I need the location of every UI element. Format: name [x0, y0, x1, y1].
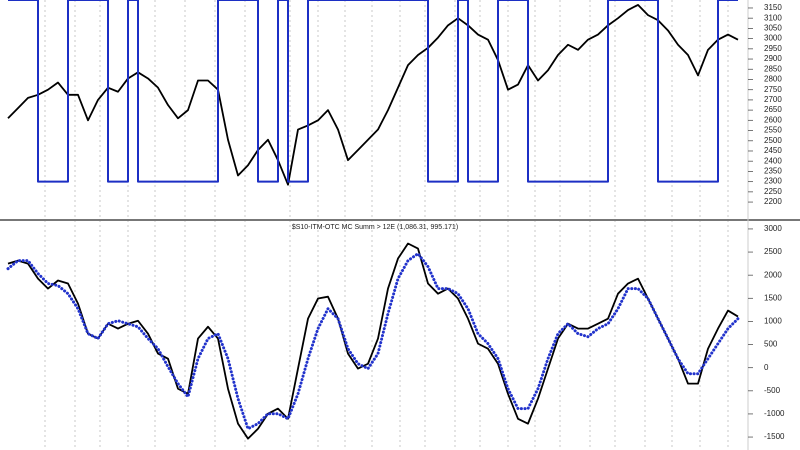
y-tick-label: 2600 [764, 115, 782, 124]
y-tick-label: 2300 [764, 177, 782, 186]
average-line [6, 252, 740, 431]
y-tick-label: 2900 [764, 54, 782, 63]
vertical-grid [44, 0, 729, 450]
y-tick-label: 0 [764, 363, 769, 372]
y-tick-label: 2250 [764, 187, 782, 196]
y-tick-label: 2850 [764, 64, 782, 73]
panel-title: $S10-ITM-OTC MC Summ > 12E (1,086.31, 99… [292, 224, 458, 231]
y-tick-label: 3150 [764, 3, 782, 12]
y-tick-label: 2000 [764, 270, 782, 279]
y-tick-label: 3050 [764, 24, 782, 33]
y-tick-label: 2400 [764, 156, 782, 165]
y-tick-label: 2500 [764, 136, 782, 145]
y-tick-label: 2550 [764, 126, 782, 135]
y-tick-label: 3000 [764, 224, 782, 233]
price-line [7, 4, 739, 186]
y-tick-label: -500 [764, 386, 781, 395]
y-tick-label: 2500 [764, 247, 782, 256]
y-tick-label: -1500 [764, 432, 785, 441]
y-tick-label: 2200 [764, 197, 782, 206]
y-tick-label: 2800 [764, 75, 782, 84]
y-tick-label: 3000 [764, 34, 782, 43]
y-tick-label: -1000 [764, 409, 785, 418]
y-tick-label: 2700 [764, 95, 782, 104]
y-tick-label: 2350 [764, 167, 782, 176]
y-tick-label: 2950 [764, 44, 782, 53]
y-tick-label: 2750 [764, 85, 782, 94]
y-tick-label: 1000 [764, 317, 782, 326]
y-tick-label: 1500 [764, 293, 782, 302]
y-tick-label: 2450 [764, 146, 782, 155]
signal-line [8, 0, 738, 183]
y-tick-label: 500 [764, 340, 778, 349]
y-tick-label: 2650 [764, 105, 782, 114]
y-tick-label: 3100 [764, 13, 782, 22]
